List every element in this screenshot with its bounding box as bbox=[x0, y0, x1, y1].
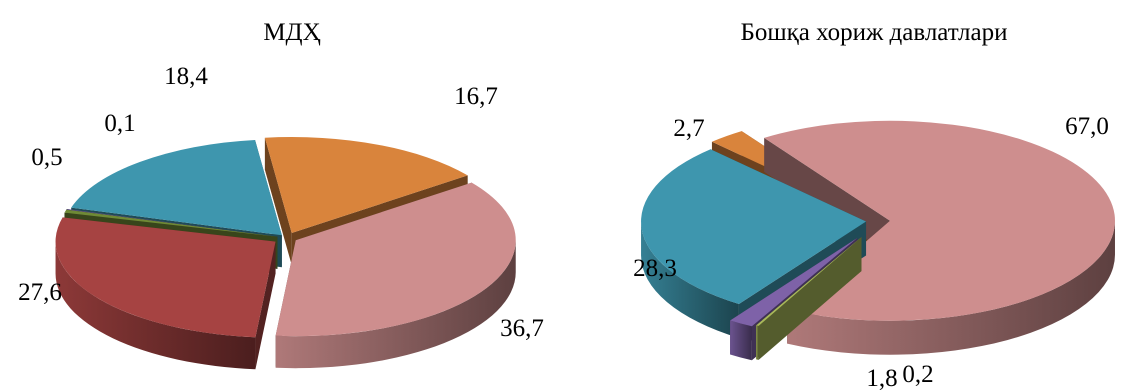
slice-right-0-2 bbox=[756, 236, 862, 360]
pie-left bbox=[55, 137, 516, 370]
data-label-left-27-6: 27,6 bbox=[18, 279, 62, 306]
slice-wall bbox=[55, 241, 256, 370]
slice-top bbox=[730, 237, 858, 327]
data-label-left-16-7: 16,7 bbox=[454, 83, 498, 110]
slice-top bbox=[55, 217, 276, 338]
data-label-right-67-0: 67,0 bbox=[1065, 113, 1109, 140]
slice-wall bbox=[787, 220, 1115, 355]
data-label-right-28-3: 28,3 bbox=[633, 255, 677, 282]
slice-top bbox=[641, 149, 867, 305]
slice-wall bbox=[730, 320, 752, 361]
slice-left-36-7 bbox=[275, 182, 516, 369]
data-labels: 16,7 36,7 27,6 0,5 0,1 18,4 67,0 0,21,8 28,3 2,7 bbox=[18, 63, 1109, 392]
slice-wall bbox=[641, 221, 739, 339]
slice-top bbox=[66, 209, 278, 237]
slice-top bbox=[756, 236, 862, 326]
data-label-right-1-8: 1,8 bbox=[866, 365, 897, 392]
data-label-left-18-4: 18,4 bbox=[164, 63, 208, 90]
data-label-left-0-5: 0,5 bbox=[31, 144, 62, 171]
slice-top bbox=[275, 182, 516, 337]
data-label-right-2-7: 2,7 bbox=[673, 115, 704, 142]
slice-side-start bbox=[255, 241, 276, 370]
slice-top bbox=[264, 137, 468, 234]
slice-side-end bbox=[756, 236, 862, 360]
slice-side-start bbox=[264, 137, 292, 266]
slice-wall bbox=[275, 240, 516, 369]
data-label-right-0-2: 0,2 bbox=[902, 361, 933, 388]
pie-right bbox=[641, 120, 1115, 361]
chart-title-right: Бошқа хориж давлатлари bbox=[740, 19, 1007, 46]
data-label-left-0-1: 0,1 bbox=[104, 110, 135, 137]
data-label-left-36-7: 36,7 bbox=[500, 315, 544, 342]
slice-top bbox=[71, 139, 282, 236]
chart-title-left: МДҲ bbox=[263, 19, 320, 46]
slice-wall bbox=[756, 325, 759, 360]
slice-left-27-6 bbox=[55, 217, 276, 370]
slice-top bbox=[64, 209, 278, 237]
